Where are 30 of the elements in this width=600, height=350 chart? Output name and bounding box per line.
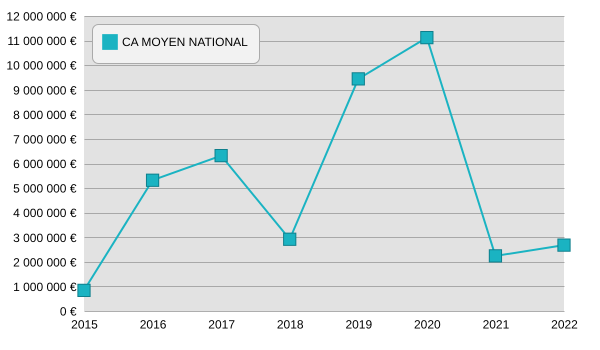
legend-label: CA MOYEN NATIONAL xyxy=(122,35,248,49)
x-tick-label: 2019 xyxy=(345,318,372,332)
point xyxy=(77,284,91,297)
point xyxy=(420,31,434,44)
y-tick-label: 7 000 000 € xyxy=(13,132,77,146)
y-tick-label: 9 000 000 € xyxy=(13,83,77,98)
point xyxy=(557,238,571,252)
y-tick-label: 1 000 000 € xyxy=(13,280,77,294)
point xyxy=(214,149,228,162)
x-tick-label: 2016 xyxy=(140,318,167,332)
x-tick-label: 2022 xyxy=(551,318,578,332)
x-tick-label: 2017 xyxy=(208,318,236,332)
y-tick-label: 8 000 000 € xyxy=(13,108,77,122)
y-tick-label: 2 000 000 € xyxy=(13,255,77,270)
y-tick-label: 5 000 000 € xyxy=(13,182,77,196)
x-tick-label: 2021 xyxy=(482,318,510,332)
y-tick-label: 11 000 000 € xyxy=(7,34,77,48)
point xyxy=(283,232,296,246)
y-tick-label: 6 000 000 € xyxy=(13,157,77,171)
point xyxy=(146,174,160,187)
point xyxy=(488,249,502,263)
y-tick-label: 12 000 000 € xyxy=(6,10,77,24)
y-tick-label: 0 € xyxy=(60,304,77,318)
x-tick-label: 2020 xyxy=(414,318,442,332)
y-tick-label: 10 000 000 € xyxy=(6,58,77,73)
x-tick-label: 2015 xyxy=(71,318,98,332)
point xyxy=(352,72,365,86)
x-tick-label: 2018 xyxy=(276,318,304,332)
y-tick-label: 4 000 000 € xyxy=(13,206,77,220)
y-tick-label: 3 000 000 € xyxy=(13,230,77,245)
